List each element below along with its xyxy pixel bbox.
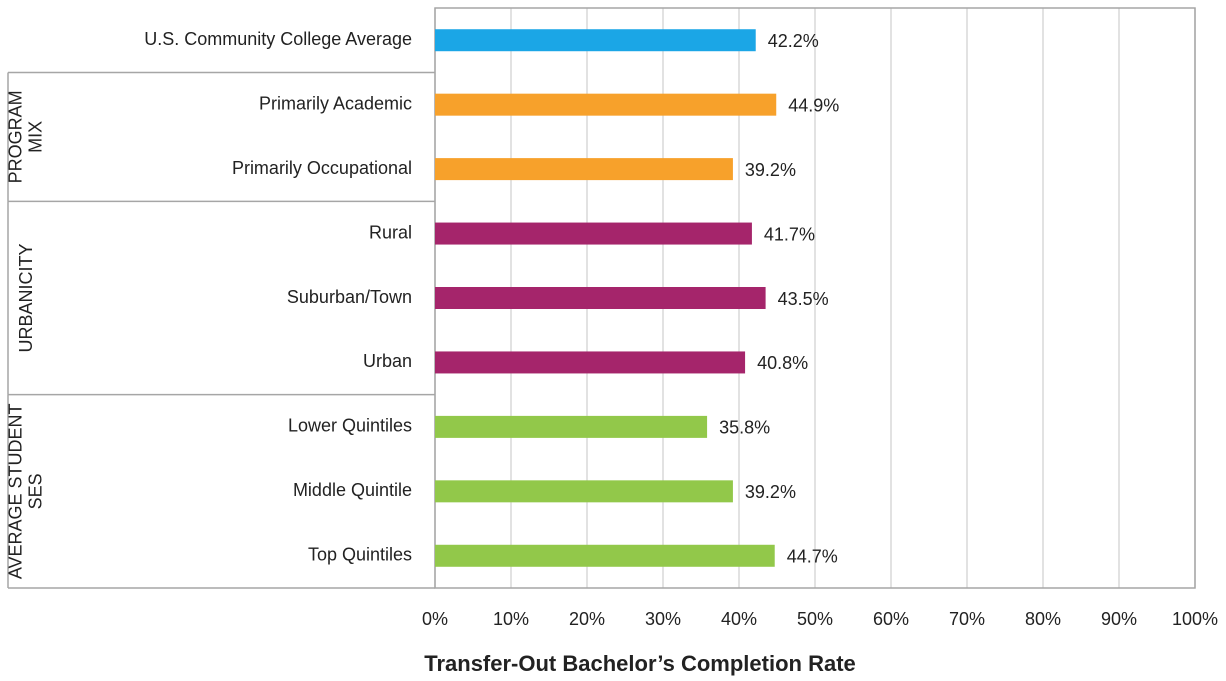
x-tick-label: 40%: [721, 609, 757, 629]
x-tick-label: 30%: [645, 609, 681, 629]
bar: [435, 158, 733, 181]
x-axis-title: Transfer-Out Bachelor’s Completion Rate: [424, 651, 856, 676]
bar: [435, 415, 708, 438]
x-tick-label: 80%: [1025, 609, 1061, 629]
value-label: 44.9%: [788, 95, 839, 115]
category-label: U.S. Community College Average: [144, 29, 412, 49]
x-tick-label: 20%: [569, 609, 605, 629]
category-label: Middle Quintile: [293, 480, 412, 500]
value-label: 43.5%: [778, 289, 829, 309]
category-label: Primarily Occupational: [232, 158, 412, 178]
category-label: Primarily Academic: [259, 93, 412, 113]
group-label: AVERAGE STUDENT: [6, 403, 26, 579]
group-label: SES: [26, 473, 46, 509]
value-label: 44.7%: [787, 547, 838, 567]
value-label: 39.2%: [745, 160, 796, 180]
group-label: PROGRAM: [6, 90, 26, 183]
value-label: 40.8%: [757, 353, 808, 373]
bar: [435, 351, 746, 374]
bar: [435, 287, 766, 309]
x-tick-label: 50%: [797, 609, 833, 629]
value-label: 35.8%: [719, 418, 770, 438]
bar: [435, 480, 733, 503]
category-label: Urban: [363, 351, 412, 371]
bar: [435, 222, 752, 245]
group-label: MIX: [26, 121, 46, 153]
group-label: URBANICITY: [16, 243, 36, 352]
value-label: 42.2%: [768, 31, 819, 51]
x-tick-label: 100%: [1172, 609, 1218, 629]
value-label: 39.2%: [745, 482, 796, 502]
x-tick-label: 60%: [873, 609, 909, 629]
bar: [435, 544, 775, 567]
x-tick-label: 10%: [493, 609, 529, 629]
x-tick-label: 70%: [949, 609, 985, 629]
category-label: Lower Quintiles: [288, 416, 412, 436]
value-label: 41.7%: [764, 224, 815, 244]
category-label: Suburban/Town: [287, 287, 412, 307]
category-label: Top Quintiles: [308, 545, 412, 565]
x-tick-label: 90%: [1101, 609, 1137, 629]
category-label: Rural: [369, 222, 412, 242]
x-tick-label: 0%: [422, 609, 448, 629]
bar: [435, 29, 756, 52]
bar: [435, 93, 777, 116]
